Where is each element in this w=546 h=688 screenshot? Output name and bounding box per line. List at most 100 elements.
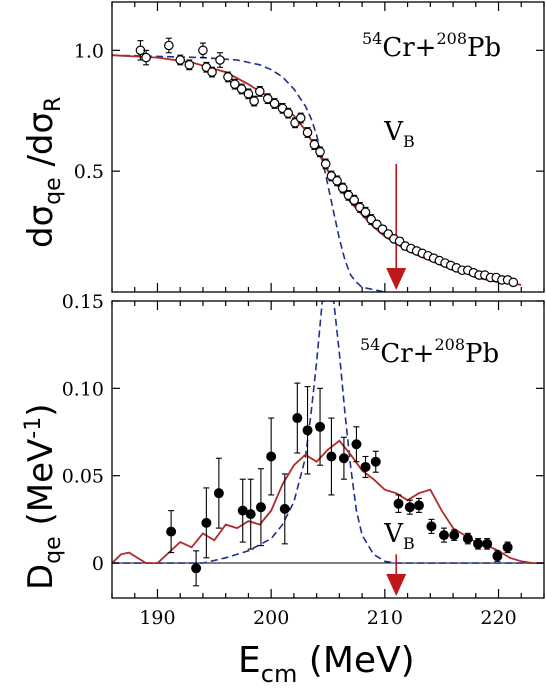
data-point bbox=[164, 37, 174, 54]
xlabel-unit: (MeV) bbox=[297, 640, 414, 681]
data-marker bbox=[482, 538, 493, 549]
bottom-frame bbox=[111, 300, 545, 599]
data-marker bbox=[269, 98, 280, 109]
xlabel-main: E bbox=[238, 640, 261, 681]
data-marker bbox=[320, 159, 331, 169]
bottom-annotation-element1: Cr+ bbox=[380, 339, 434, 369]
svg-text:54Cr+208Pb: 54Cr+208Pb bbox=[360, 335, 499, 369]
bottom-annotation: 54Cr+208Pb bbox=[360, 335, 499, 369]
barrier-label-sub: B bbox=[403, 534, 415, 553]
data-marker bbox=[502, 542, 513, 553]
data-point bbox=[482, 538, 493, 550]
data-marker bbox=[254, 86, 265, 97]
bottom-ylabel-main: D bbox=[21, 564, 61, 590]
data-marker bbox=[413, 500, 424, 511]
data-point bbox=[338, 436, 349, 480]
bottom-plot-area: VB bbox=[112, 301, 544, 596]
data-point bbox=[215, 52, 225, 68]
data-point bbox=[269, 98, 280, 109]
data-marker bbox=[255, 502, 266, 513]
data-marker bbox=[492, 551, 503, 562]
data-point bbox=[302, 127, 313, 138]
data-point bbox=[426, 518, 437, 534]
top-annotation-element2: Pb bbox=[467, 33, 501, 63]
y-tick-label: 0.10 bbox=[62, 378, 104, 400]
data-point bbox=[360, 455, 371, 479]
data-marker bbox=[315, 147, 325, 157]
data-point bbox=[213, 457, 224, 529]
bottom-ticks: 0 0.05 0.10 0.15 190 200 210 220 bbox=[62, 291, 545, 629]
solid-model-curve bbox=[112, 54, 522, 286]
y-tick-label: 0 bbox=[92, 553, 104, 575]
data-marker bbox=[370, 456, 381, 467]
top-annotation-element1: Cr+ bbox=[382, 33, 436, 63]
bottom-annotation-mass1: 54 bbox=[360, 335, 380, 354]
data-point bbox=[370, 450, 381, 473]
data-marker bbox=[201, 517, 212, 528]
data-marker bbox=[223, 72, 233, 82]
svg-text:Ecm (MeV): Ecm (MeV) bbox=[238, 640, 415, 688]
data-point bbox=[266, 417, 277, 496]
data-marker bbox=[438, 530, 449, 541]
data-marker bbox=[309, 139, 320, 150]
data-point bbox=[249, 95, 259, 107]
data-marker bbox=[292, 413, 303, 424]
data-marker bbox=[141, 52, 151, 63]
barrier-label: VB bbox=[383, 117, 415, 151]
data-point bbox=[166, 510, 177, 554]
bottom-ylabel-unit: (MeV bbox=[21, 439, 61, 537]
data-point bbox=[255, 468, 266, 547]
y-tick-label: 1.0 bbox=[74, 40, 104, 62]
data-point bbox=[279, 473, 290, 545]
data-marker bbox=[393, 498, 404, 509]
data-point bbox=[351, 426, 362, 463]
barrier-arrow bbox=[386, 268, 407, 290]
data-point bbox=[393, 494, 404, 513]
data-point bbox=[349, 194, 359, 206]
y-tick-label: 0.15 bbox=[62, 291, 104, 313]
data-point bbox=[337, 182, 348, 194]
data-point bbox=[207, 66, 217, 78]
data-point bbox=[175, 54, 186, 66]
data-point bbox=[315, 387, 326, 466]
data-point bbox=[492, 550, 503, 562]
clipped-plot bbox=[112, 37, 522, 292]
top-annotation: 54Cr+208Pb bbox=[362, 29, 501, 63]
dashed-model-curve bbox=[112, 301, 544, 564]
barrier-label-main: V bbox=[383, 519, 404, 549]
data-point bbox=[223, 71, 233, 83]
data-marker bbox=[283, 108, 294, 118]
data-marker bbox=[462, 533, 473, 544]
data-marker bbox=[360, 461, 371, 472]
data-point bbox=[184, 59, 195, 71]
data-point bbox=[201, 487, 212, 559]
data-point bbox=[320, 158, 331, 170]
data-marker bbox=[245, 509, 256, 520]
data-point bbox=[404, 499, 415, 515]
data-point bbox=[360, 206, 371, 218]
data-marker bbox=[207, 67, 217, 77]
top-panel: VB 0.5 1.0 54Cr+208Pb dσqe /dσR bbox=[21, 1, 545, 293]
data-point bbox=[309, 139, 320, 150]
data-marker bbox=[164, 40, 174, 51]
data-marker bbox=[213, 488, 224, 499]
data-marker bbox=[332, 176, 342, 186]
data-marker bbox=[295, 113, 306, 123]
data-marker bbox=[279, 503, 290, 514]
data-marker bbox=[351, 439, 362, 450]
bottom-y-axis-label: Dqe (MeV-1) bbox=[21, 404, 66, 590]
barrier-arrow bbox=[386, 574, 407, 596]
data-marker bbox=[360, 207, 371, 218]
data-point bbox=[283, 107, 294, 119]
top-annotation-mass1: 54 bbox=[362, 29, 382, 48]
data-marker bbox=[508, 277, 519, 288]
y-tick-label: 0.5 bbox=[74, 161, 104, 183]
y-tick-label: 0.05 bbox=[62, 466, 104, 488]
data-point bbox=[245, 478, 256, 550]
data-marker bbox=[198, 45, 208, 56]
data-marker bbox=[302, 127, 313, 138]
top-ylabel-sub2: R bbox=[41, 97, 66, 112]
data-marker bbox=[175, 55, 186, 65]
data-point bbox=[302, 386, 313, 475]
